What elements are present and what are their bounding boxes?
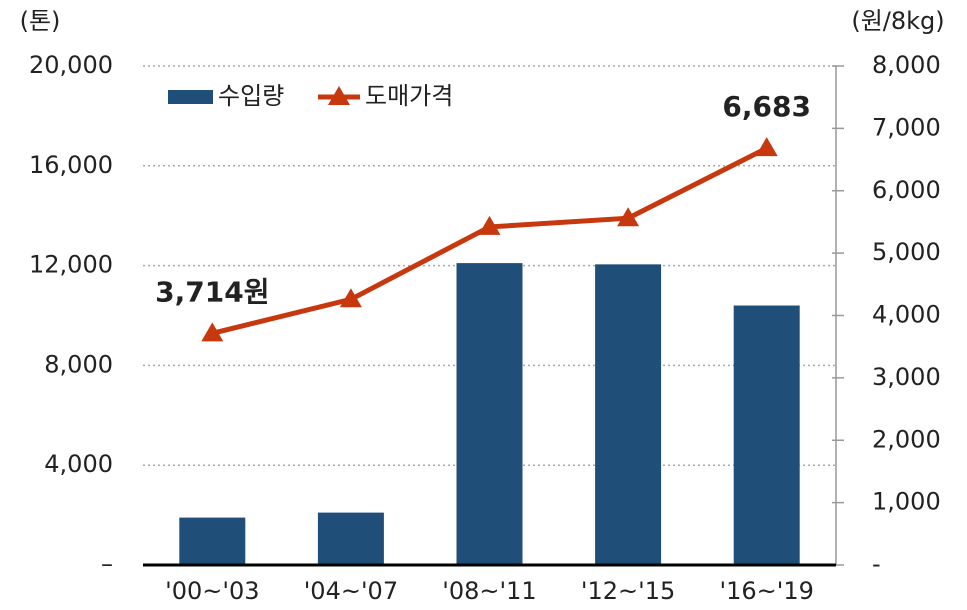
x-tick-label: '16~'19 bbox=[720, 577, 814, 605]
y2-tick-label: 2,000 bbox=[872, 425, 941, 453]
legend-label: 수입량 bbox=[218, 82, 284, 110]
marker bbox=[339, 288, 362, 308]
y2-tick-label: 3,000 bbox=[872, 363, 941, 391]
y2-tick-label: 1,000 bbox=[872, 488, 941, 516]
bar bbox=[733, 305, 800, 565]
y-tick-label: 4,000 bbox=[44, 450, 113, 478]
legend-label: 도매가격 bbox=[365, 82, 453, 110]
marker bbox=[478, 215, 501, 235]
y-tick-label: 20,000 bbox=[29, 51, 113, 79]
x-tick-label: '08~'11 bbox=[442, 577, 536, 605]
bar bbox=[317, 512, 384, 565]
data-label: 6,683 bbox=[722, 90, 811, 123]
x-tick-label: '12~'15 bbox=[581, 577, 675, 605]
marker bbox=[201, 322, 224, 342]
y-axis-label: (톤) bbox=[20, 7, 61, 35]
marker bbox=[755, 137, 778, 157]
y2-tick-label: 8,000 bbox=[872, 51, 941, 79]
bar bbox=[456, 263, 523, 565]
legend-marker bbox=[328, 86, 350, 105]
legend-swatch bbox=[168, 90, 213, 104]
bar bbox=[595, 264, 662, 565]
y2-tick-label: 4,000 bbox=[872, 301, 941, 329]
x-tick-label: '04~'07 bbox=[304, 577, 398, 605]
y-tick-label: 8,000 bbox=[44, 350, 113, 378]
y2-axis-label: (원/8kg) bbox=[851, 7, 944, 35]
data-label: 3,714원 bbox=[155, 275, 269, 308]
y2-tick-label: 5,000 bbox=[872, 238, 941, 266]
y2-tick-label: - bbox=[872, 550, 881, 578]
y2-tick-label: 6,000 bbox=[872, 176, 941, 204]
y-tick-label: 12,000 bbox=[29, 251, 113, 279]
x-tick-label: '00~'03 bbox=[165, 577, 259, 605]
y2-tick-label: 7,000 bbox=[872, 113, 941, 141]
bar bbox=[179, 517, 246, 565]
y-tick-label: 16,000 bbox=[29, 151, 113, 179]
y-tick-label: – bbox=[101, 550, 113, 578]
marker bbox=[617, 207, 640, 227]
